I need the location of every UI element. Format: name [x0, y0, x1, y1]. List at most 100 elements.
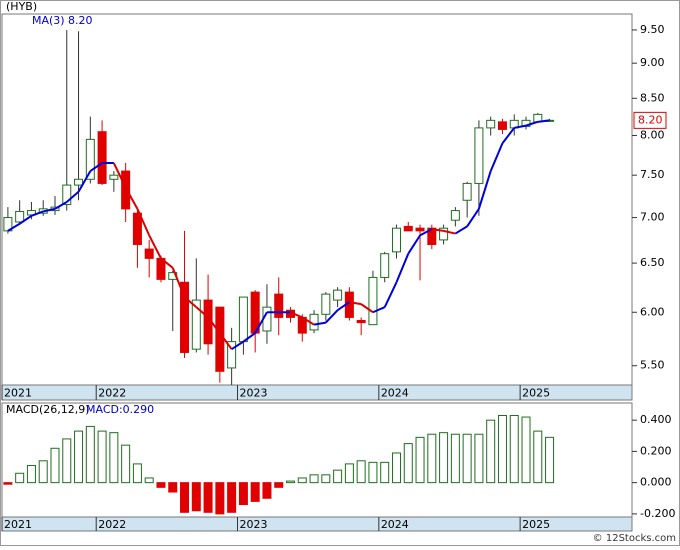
ma-line: [19, 214, 32, 225]
ma-line: [537, 119, 550, 123]
candle-body: [144, 248, 154, 259]
x-tick-label: 2021: [4, 387, 32, 400]
macd-bar: [533, 430, 543, 484]
y-tick-label: 9.50: [640, 23, 665, 36]
candle-body: [403, 225, 413, 232]
y-tick-label: 0.000: [640, 476, 672, 489]
macd-bar: [3, 482, 13, 485]
price-tag: 8.20: [638, 113, 663, 126]
ma-line: [383, 281, 398, 308]
macd-bar: [109, 432, 119, 484]
macd-bar: [321, 474, 331, 484]
y-tick-label: 9.00: [640, 56, 665, 69]
candle-body: [180, 281, 190, 353]
ma-line: [489, 142, 504, 172]
ma-line: [242, 332, 256, 343]
macd-bar: [297, 477, 307, 484]
y-tick-label: 6.50: [640, 256, 665, 269]
ma-line: [54, 201, 68, 210]
candle-body: [415, 227, 425, 232]
macd-bar: [403, 443, 413, 484]
price-tag-box: [633, 111, 667, 129]
macd-bar: [250, 482, 260, 502]
ma-line: [443, 229, 456, 235]
macd-bar: [74, 430, 84, 484]
ma-line: [301, 316, 315, 326]
macd-bar: [203, 482, 213, 513]
macd-bar: [391, 452, 401, 484]
y-tick-label: 5.50: [640, 359, 665, 372]
ma-line: [42, 207, 56, 213]
ma-line: [148, 234, 162, 259]
ma-line: [31, 210, 44, 217]
ma-line: [313, 321, 327, 326]
macd-bar: [62, 438, 72, 484]
x-tick-label: 2025: [522, 518, 550, 531]
macd-bar: [156, 482, 166, 488]
ma-legend: MA(3): [32, 14, 65, 27]
ma-line: [395, 253, 410, 283]
macd-bar: [180, 482, 190, 513]
x-tick-label: 2024: [381, 387, 409, 400]
macd-bar: [50, 447, 60, 484]
macd-bar: [415, 436, 425, 484]
macd-bar: [333, 469, 343, 484]
y-tick-label: 8.00: [640, 129, 665, 142]
candle-body: [62, 184, 72, 206]
ma-line: [171, 267, 186, 298]
macd-bar: [486, 419, 496, 484]
y-tick-label: 0.200: [640, 444, 672, 457]
ma-line: [454, 225, 468, 235]
macd-bar: [450, 433, 460, 484]
macd-bar: [191, 482, 201, 512]
ma-line: [195, 306, 209, 319]
ma-line: [77, 170, 92, 193]
ma-line: [349, 301, 362, 306]
ma-line: [160, 257, 174, 269]
macd-bar: [26, 464, 36, 484]
ma-line: [501, 127, 516, 144]
ma-line: [183, 296, 197, 308]
y-tick-label: -0.200: [640, 507, 675, 520]
macd-bar: [215, 482, 225, 515]
macd-bar: [144, 477, 154, 484]
candle-body: [227, 341, 237, 369]
candle-body: [486, 119, 496, 129]
ma-line: [136, 208, 151, 236]
x-tick-label: 2022: [98, 518, 126, 531]
macd-bar: [132, 463, 142, 484]
candle-body: [109, 174, 119, 180]
candle-body: [439, 227, 449, 241]
ma-line: [231, 340, 244, 351]
candle-body: [474, 127, 484, 184]
macd-bar: [168, 482, 178, 493]
x-tick-label: 2023: [240, 518, 268, 531]
candle-body: [333, 289, 343, 301]
ma-line: [7, 222, 21, 232]
ma-line: [207, 316, 221, 334]
candle-body: [321, 293, 331, 315]
macd-bar: [262, 482, 272, 499]
candle-body: [215, 306, 225, 372]
ma-line: [466, 208, 480, 227]
y-tick-label: 8.50: [640, 91, 665, 104]
macd-bar: [121, 444, 131, 484]
macd-bar: [545, 436, 555, 484]
candle-body: [462, 182, 472, 201]
ma-line: [372, 306, 386, 314]
ma-line: [219, 332, 233, 350]
candle-body: [121, 170, 131, 210]
candle-body: [391, 227, 401, 253]
macd-bar: [462, 433, 472, 484]
ticker: (HYB): [6, 0, 37, 13]
candle-body: [356, 320, 366, 324]
candle-body: [380, 253, 390, 278]
candle-body: [85, 138, 95, 180]
x-tick-label: 2023: [240, 387, 268, 400]
macd-bar: [274, 482, 284, 488]
candle-body: [497, 121, 507, 130]
macd-last: MACD:0.290: [86, 403, 154, 416]
macd-bar: [15, 472, 25, 484]
y-tick-label: 0.400: [640, 413, 672, 426]
